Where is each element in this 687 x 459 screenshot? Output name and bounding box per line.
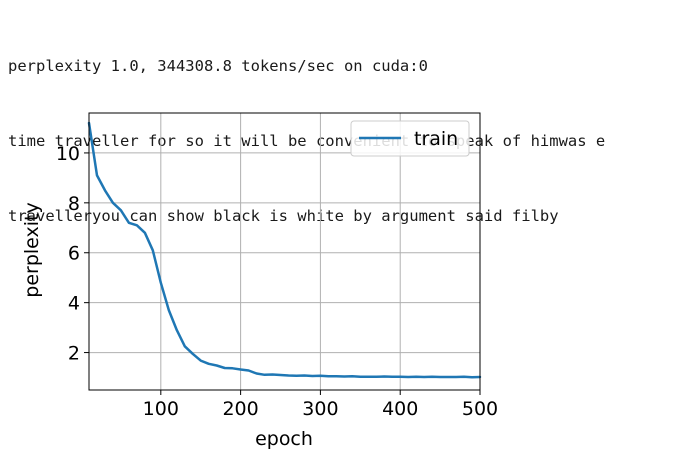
x-tick-label: 500	[462, 398, 498, 420]
x-tick-label: 400	[382, 398, 418, 420]
y-axis-label: perplexity	[21, 202, 43, 297]
y-tick-label: 2	[68, 343, 80, 365]
legend: train	[350, 120, 470, 157]
legend-box	[350, 120, 470, 157]
grid-lines	[89, 113, 481, 390]
y-tick-label: 10	[56, 143, 80, 165]
x-axis-label: epoch	[255, 428, 313, 450]
series-line-train	[87, 121, 482, 379]
axes	[88, 112, 481, 391]
y-tick-label: 6	[68, 243, 80, 265]
y-tick-label: 4	[68, 293, 80, 315]
y-tick-label: 8	[68, 193, 80, 215]
legend-label-train: train	[414, 128, 458, 150]
output-line-perplexity: perplexity 1.0, 344308.8 tokens/sec on c…	[8, 57, 428, 75]
ticks-layer: 100 200 300 400 500 2 4 6 8 10	[56, 143, 498, 420]
x-tick-label: 300	[302, 398, 338, 420]
axes-frame	[88, 112, 481, 391]
x-tick-label: 100	[143, 398, 179, 420]
perplexity-chart: 100 200 300 400 500 2 4 6 8 10 epoch perplexity t…	[21, 112, 498, 450]
x-tick-label: 200	[222, 398, 258, 420]
series-layer	[87, 121, 482, 379]
